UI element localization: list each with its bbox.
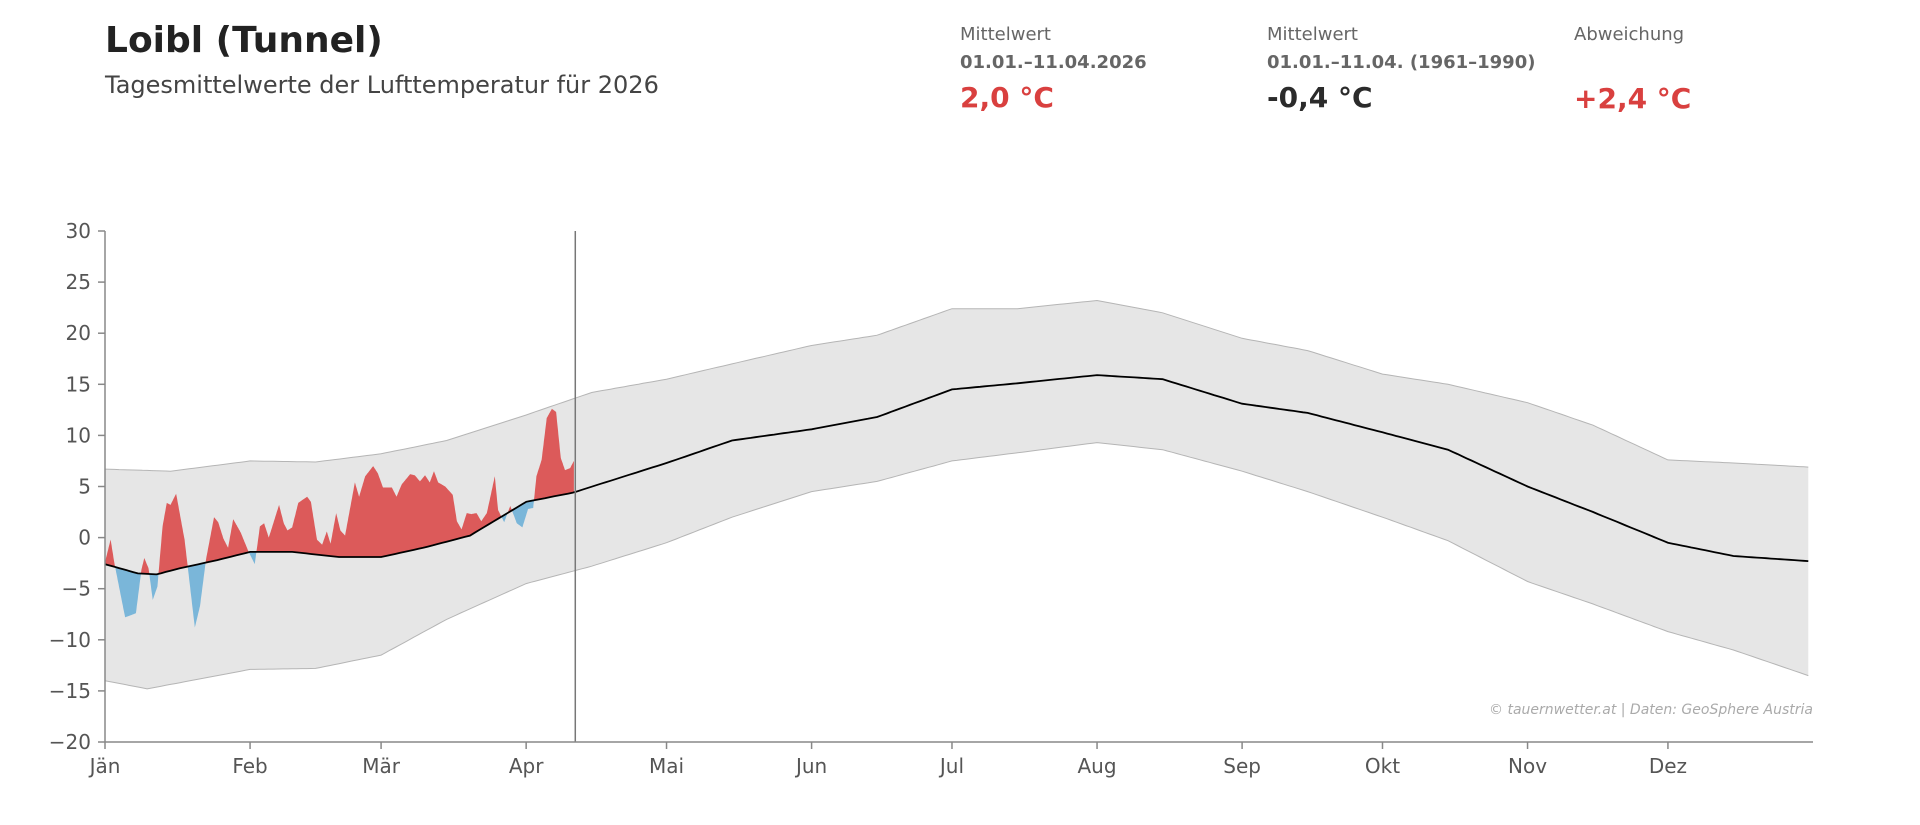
x-tick-label: Sep (1223, 754, 1261, 778)
stat-label: Mittelwert (960, 24, 1051, 45)
stat-mean-2026: Mittelwert 01.01.–11.04.2026 2,0 °C (960, 24, 1147, 114)
y-tick-label: 5 (78, 475, 91, 499)
band-upper-edge (104, 299, 1809, 472)
stat-mean-climate: Mittelwert 01.01.–11.04. (1961–1990) -0,… (1267, 24, 1535, 114)
x-tick-label: Mai (649, 754, 684, 778)
stat-label: Abweichung (1574, 24, 1685, 45)
stat-period: 01.01.–11.04. (1961–1990) (1267, 52, 1536, 73)
y-tick-label: 15 (66, 372, 91, 396)
x-tick-label: Dez (1649, 754, 1687, 778)
climate-range-band (105, 300, 1809, 689)
y-tick-label: 30 (66, 219, 91, 243)
above-normal-area (105, 408, 574, 575)
y-tick-label: −5 (62, 577, 91, 601)
y-tick-label: −15 (49, 679, 91, 703)
page-title: Loibl (Tunnel) (105, 20, 383, 61)
stat-value: +2,4 °C (1574, 82, 1692, 115)
stat-value: -0,4 °C (1267, 81, 1373, 114)
x-tick-label: Okt (1365, 754, 1400, 778)
page-subtitle: Tagesmittelwerte der Lufttemperatur für … (105, 71, 659, 99)
y-tick-label: 10 (66, 423, 91, 447)
x-tick-label: Aug (1078, 754, 1117, 778)
x-tick-label: Feb (232, 754, 267, 778)
y-tick-label: 25 (66, 270, 91, 294)
y-tick-label: −20 (49, 730, 91, 754)
y-tick-label: 0 (78, 526, 91, 550)
x-tick-label: Jun (794, 754, 827, 778)
stat-value: 2,0 °C (960, 81, 1054, 114)
stat-deviation: Abweichung +2,4 °C (1574, 24, 1691, 115)
stat-label: Mittelwert (1267, 24, 1358, 45)
y-tick-label: −10 (49, 628, 91, 652)
band-lower-edge (104, 442, 1809, 690)
x-tick-label: Nov (1508, 754, 1547, 778)
below-normal-area (105, 492, 574, 628)
climate-mean-line (104, 374, 1809, 576)
x-tick-label: Jän (88, 754, 121, 778)
copyright-annotation: © tauernwetter.at | Daten: GeoSphere Aus… (1489, 702, 1813, 718)
stat-period: 01.01.–11.04.2026 (960, 52, 1147, 73)
x-tick-label: Mär (362, 754, 401, 778)
y-tick-label: 20 (66, 321, 91, 345)
x-tick-label: Jul (938, 754, 964, 778)
x-tick-label: Apr (509, 754, 544, 778)
